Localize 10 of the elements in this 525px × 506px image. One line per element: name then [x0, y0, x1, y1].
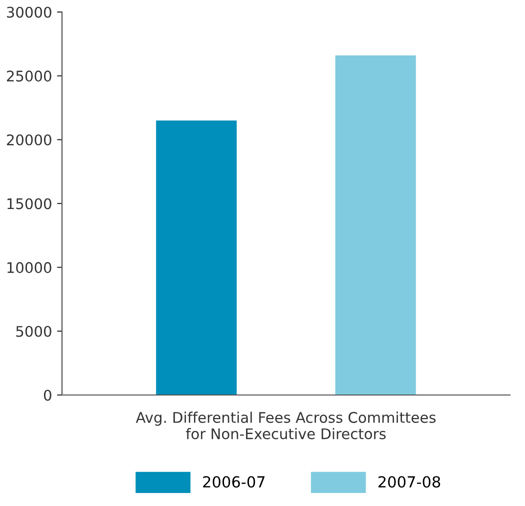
y-tick-label: 10000 [7, 262, 52, 274]
x-tick-label: Avg. Differential Fees Across Committees for Non-Executive Directors [136, 412, 436, 440]
y-tick-label: 15000 [7, 198, 52, 210]
y-tick-label: 5000 [16, 326, 52, 337]
y-tick-label: 0 [44, 390, 52, 401]
y-tick-label: 20000 [6, 134, 52, 146]
y-tick-label: 30000 [6, 6, 52, 18]
legend-label: 2006-07 [203, 476, 265, 488]
legend-label: 2007-08 [378, 476, 440, 488]
y-tick-label: 25000 [6, 70, 52, 82]
